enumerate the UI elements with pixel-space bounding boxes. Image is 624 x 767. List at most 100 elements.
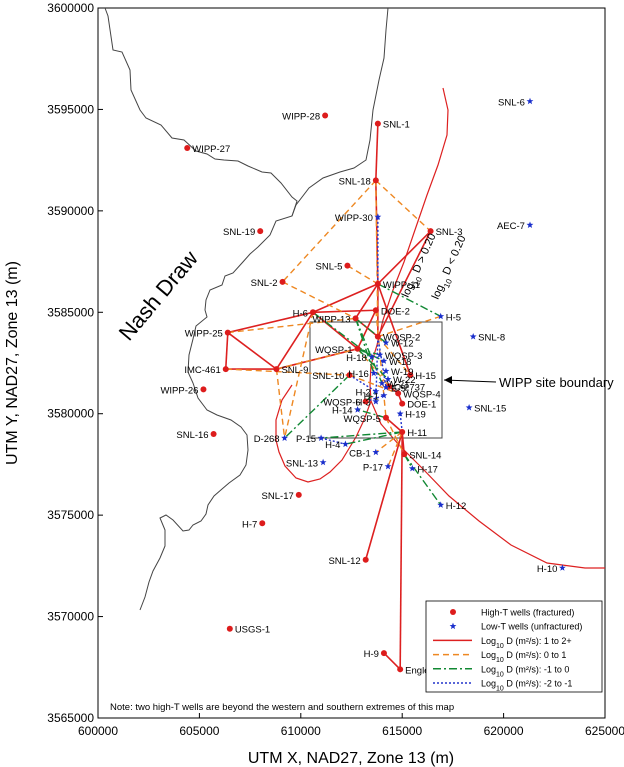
y-tick-label: 3575000 [47,508,94,522]
well-label: WIPP-13 [313,314,351,325]
well-high-t [362,398,369,405]
connection-dash [377,315,441,338]
connection-dash [282,179,377,283]
connection-dash [375,179,432,232]
well-label: E-9 [391,383,406,394]
well-label: H-10 [537,564,558,575]
well-label: H-7 [242,519,257,530]
well-high-t [397,666,404,673]
well-high-t [374,120,381,127]
wipp-site-boundary [309,321,443,439]
connection-dot [375,336,379,402]
well-label: P-17 [363,462,383,473]
connection-solid [375,123,379,181]
well-low-t [378,379,386,387]
site-boundary-arrowhead [444,376,452,384]
x-axis-title: UTM X, NAD27, Zone 13 (m) [248,750,454,767]
x-tick-label: 610000 [281,724,321,738]
well-low-t [465,404,473,411]
y-tick-label: 3585000 [47,305,94,319]
well-high-t [427,228,434,235]
well-label: SNL-15 [474,404,506,415]
well-high-t [309,309,316,316]
well-label: H-6 [293,308,308,319]
well-label: WQSP-4 [403,389,440,400]
site-red-boundary-west [275,384,372,483]
well-low-t [376,351,384,358]
well-label: W-12 [391,339,414,350]
connection-solid [377,230,432,337]
connection-dot [365,394,385,403]
well-high-t [200,386,207,393]
well-low-t [317,434,325,441]
well-high-t [224,329,231,336]
well-label: SNL-10 [312,371,344,382]
x-tick-label: 600000 [78,724,118,738]
well-label: SNL-2 [251,278,278,289]
well-low-t [382,367,390,374]
well-label: SNL-3 [436,227,463,238]
connection-solid [364,431,403,560]
connection-dashdot [354,318,383,384]
well-label: H-12 [446,501,467,512]
well-low-t [396,410,404,417]
well-label: DOE-2 [381,306,410,317]
well-label: W-22 [393,375,416,386]
well-high-t [226,625,233,632]
well-label: H-15 [415,371,436,382]
well-low-t [526,221,534,228]
legend-label: Log10 D (m²/s): -2 to -1 [481,679,572,693]
connection-dash [375,431,403,453]
well-high-t [380,650,387,657]
well-high-t [395,390,402,397]
legend-label: Log10 D (m²/s): -1 to 0 [481,664,569,678]
well-label: H-14 [332,406,353,417]
connection-dashdot [357,408,387,419]
legend-label: Log10 D (m²/s): 1 to 2+ [481,636,572,650]
well-low-t [384,462,392,470]
well-high-t [184,144,191,151]
well-high-t [407,372,414,379]
site-boundary-arrow [443,379,497,383]
well-label: USGS-1 [235,625,270,636]
well-high-t [362,556,369,563]
well-high-t [354,345,361,352]
legend-label: High-T wells (fractured) [481,608,574,618]
connection-dash [225,368,350,376]
legend-symbol-low-t [449,622,457,630]
well-label: H-3 [356,398,371,409]
well-high-t [210,431,217,437]
well-label: Engle [405,665,429,676]
well-label: SNL-18 [339,176,371,187]
well-low-t [370,369,378,377]
well-low-t [368,353,376,360]
connection-solid [356,309,377,350]
connection-dash [275,369,286,439]
well-label: SNL-16 [176,430,208,441]
well-high-t [295,491,302,498]
well-label: WIPP-25 [185,329,223,340]
y-tick-label: 3580000 [47,407,94,421]
well-low-t [372,387,380,395]
y-axis-title: UTM Y, NAD27, Zone 13 (m) [4,261,21,465]
well-label: WIPP-26 [160,385,198,396]
well-label: H-11 [407,428,427,439]
well-low-t [281,434,288,441]
plot-area [97,7,606,719]
connection-solid [399,431,403,670]
well-label: IMC-461 [184,365,220,376]
well-label: W-21 [387,379,410,390]
well-label: WQSP-6 [323,398,360,409]
well-label: WQSP-1 [315,345,352,356]
x-tick-label: 625000 [585,724,624,738]
well-high-t [344,262,351,269]
well-label: H-17 [417,464,438,475]
connection-dot [399,413,403,433]
well-high-t [222,366,229,373]
well-high-t [399,400,406,407]
connection-dot [320,437,346,445]
connection-dashdot [357,348,389,380]
connection-dashdot [354,318,375,374]
connection-dash [347,265,379,285]
